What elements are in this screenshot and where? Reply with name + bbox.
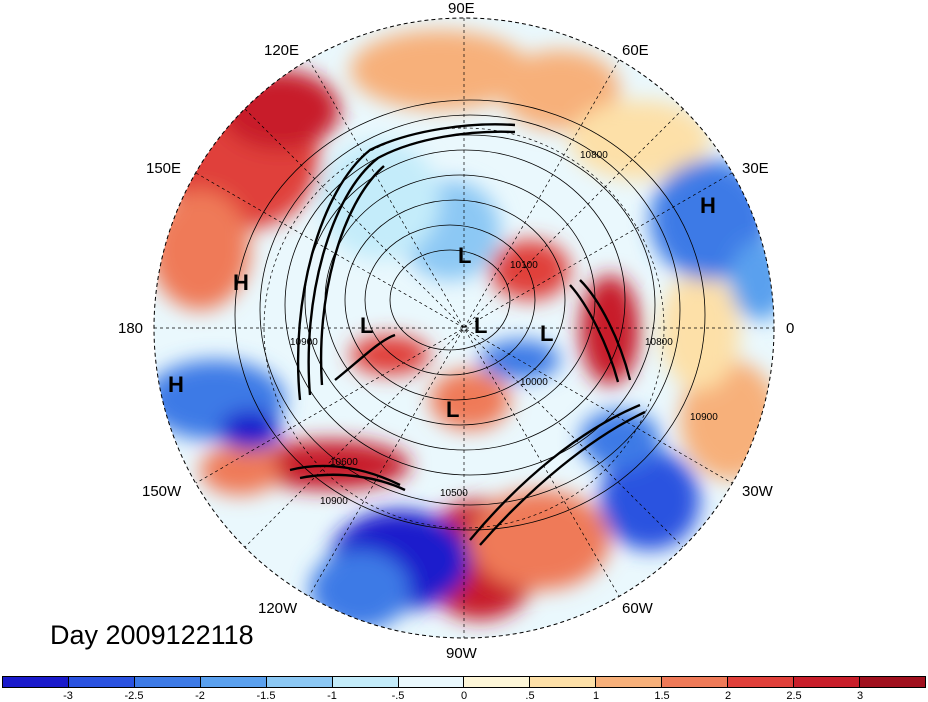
colorbar-segment — [398, 677, 465, 687]
colorbar-tick-label: -1 — [327, 690, 337, 702]
contour-labels: 10800 10900 10100 10000 10600 10500 1080… — [290, 150, 718, 507]
colorbar-segment — [332, 677, 399, 687]
colorbar-tick-label: 3 — [856, 690, 864, 702]
lon-label-60e: 60E — [622, 42, 649, 59]
pressure-center-low: L — [360, 313, 374, 338]
pressure-center-low: L — [446, 397, 460, 422]
day-label: Day 2009122118 — [50, 620, 254, 650]
colorbar-segment — [3, 677, 69, 687]
colorbar-segment — [859, 677, 925, 687]
contour-label: 10900 — [690, 412, 718, 423]
contour-label: 10500 — [440, 488, 468, 499]
colorbar-tick-label: .5 — [525, 690, 535, 702]
contour-label: 10900 — [320, 496, 348, 507]
pressure-center-high: H — [700, 193, 716, 218]
colorbar-segment — [200, 677, 267, 687]
colorbar-tick-label: -2.5 — [124, 690, 144, 702]
jet-contours — [289, 123, 646, 546]
colorbar-tick-label: 2 — [724, 690, 732, 702]
colorbar-segment — [794, 677, 860, 687]
pressure-center-low: L — [540, 321, 554, 346]
lon-label-150e: 150E — [146, 160, 182, 177]
contour-label: 10900 — [290, 337, 318, 348]
lon-label-60w: 60W — [622, 600, 653, 617]
colorbar-tick-label: -.5 — [391, 690, 405, 702]
colorbar-segment — [134, 677, 201, 687]
colorbar-tick-label: -2 — [195, 690, 205, 702]
colorbar-segment — [68, 677, 135, 687]
contour-label: 10600 — [330, 457, 358, 468]
contour-label: 10100 — [510, 260, 538, 271]
pressure-center-high: H — [168, 372, 184, 397]
colorbar-tick-label: -3 — [63, 690, 73, 702]
height-contours — [234, 99, 706, 531]
lon-label-90w: 90W — [446, 645, 477, 662]
colorbar-tick-label: 1.5 — [654, 690, 670, 702]
lon-label-0: 0 — [786, 320, 795, 337]
pressure-center-low: L — [474, 313, 488, 338]
graticule — [154, 18, 774, 638]
pressure-center-low: L — [458, 243, 472, 268]
colorbar-segment — [464, 677, 531, 687]
colorbar-segment — [266, 677, 333, 687]
colorbar-tick-label: 0 — [460, 690, 468, 702]
colorbar-tick-label: -1.5 — [256, 690, 276, 702]
lon-label-120w: 120W — [258, 600, 298, 617]
lon-label-150w: 150W — [142, 483, 182, 500]
colorbar-segment — [530, 677, 597, 687]
lon-label-30e: 30E — [742, 160, 769, 177]
pressure-center-high: H — [233, 270, 249, 295]
colorbar — [2, 676, 926, 688]
lon-label-180: 180 — [118, 320, 144, 337]
colorbar-tick-label: 2.5 — [786, 690, 802, 702]
contour-label: 10000 — [520, 377, 548, 388]
lon-label-30w: 30W — [742, 483, 773, 500]
colorbar-segment — [662, 677, 729, 687]
lon-label-120e: 120E — [264, 42, 300, 59]
lon-label-90e: 90E — [448, 0, 475, 17]
colorbar-segment — [596, 677, 663, 687]
colorbar-segment — [728, 677, 795, 687]
contour-label: 10800 — [645, 337, 673, 348]
contour-label: 10800 — [580, 150, 608, 161]
colorbar-tick-label: 1 — [592, 690, 600, 702]
map-boundary — [153, 17, 775, 639]
